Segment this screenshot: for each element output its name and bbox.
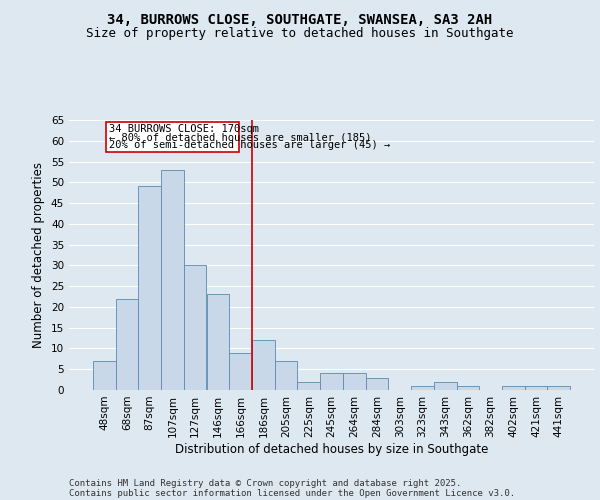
Bar — [320, 374, 343, 390]
Bar — [93, 361, 116, 390]
X-axis label: Distribution of detached houses by size in Southgate: Distribution of detached houses by size … — [175, 442, 488, 456]
Bar — [411, 386, 434, 390]
Bar — [524, 386, 547, 390]
Text: Contains public sector information licensed under the Open Government Licence v3: Contains public sector information licen… — [69, 488, 515, 498]
Bar — [252, 340, 275, 390]
Bar — [365, 378, 388, 390]
Bar — [457, 386, 479, 390]
Bar — [206, 294, 229, 390]
Text: ← 80% of detached houses are smaller (185): ← 80% of detached houses are smaller (18… — [109, 132, 372, 142]
Bar — [502, 386, 524, 390]
Bar — [434, 382, 457, 390]
Bar — [106, 122, 239, 152]
Text: Contains HM Land Registry data © Crown copyright and database right 2025.: Contains HM Land Registry data © Crown c… — [69, 478, 461, 488]
Bar — [275, 361, 298, 390]
Bar — [161, 170, 184, 390]
Text: 20% of semi-detached houses are larger (45) →: 20% of semi-detached houses are larger (… — [109, 140, 391, 150]
Y-axis label: Number of detached properties: Number of detached properties — [32, 162, 46, 348]
Text: 34, BURROWS CLOSE, SOUTHGATE, SWANSEA, SA3 2AH: 34, BURROWS CLOSE, SOUTHGATE, SWANSEA, S… — [107, 12, 493, 26]
Bar — [547, 386, 570, 390]
Bar — [184, 266, 206, 390]
Text: 34 BURROWS CLOSE: 170sqm: 34 BURROWS CLOSE: 170sqm — [109, 124, 259, 134]
Bar — [139, 186, 161, 390]
Text: Size of property relative to detached houses in Southgate: Size of property relative to detached ho… — [86, 28, 514, 40]
Bar — [298, 382, 320, 390]
Bar — [229, 352, 252, 390]
Bar — [343, 374, 365, 390]
Bar — [116, 298, 139, 390]
